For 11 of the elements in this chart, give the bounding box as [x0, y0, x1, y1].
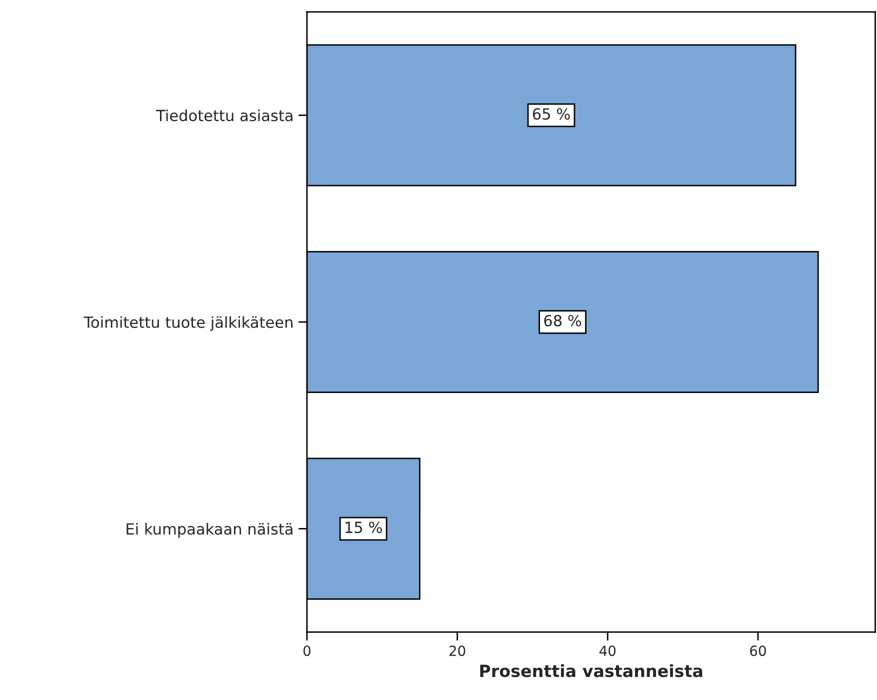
x-tick-label: 40 [599, 646, 616, 656]
data-label: 15 % [346, 522, 382, 534]
x-tick-label: 0 [303, 646, 310, 656]
data-label: 68 % [544, 314, 582, 326]
x-tick-label: 60 [750, 646, 766, 656]
y-tick-label: Tiedotettu asiasta [156, 109, 292, 122]
y-tick-label: Toimitettu tuote jälkikäteen [84, 316, 292, 331]
x-axis-title: Prosenttia vastanneista [480, 664, 702, 678]
x-tick-label: 20 [449, 646, 466, 656]
y-tick-label: Ei kumpaakaan näistä [126, 522, 292, 538]
data-label: 65 % [532, 108, 570, 120]
